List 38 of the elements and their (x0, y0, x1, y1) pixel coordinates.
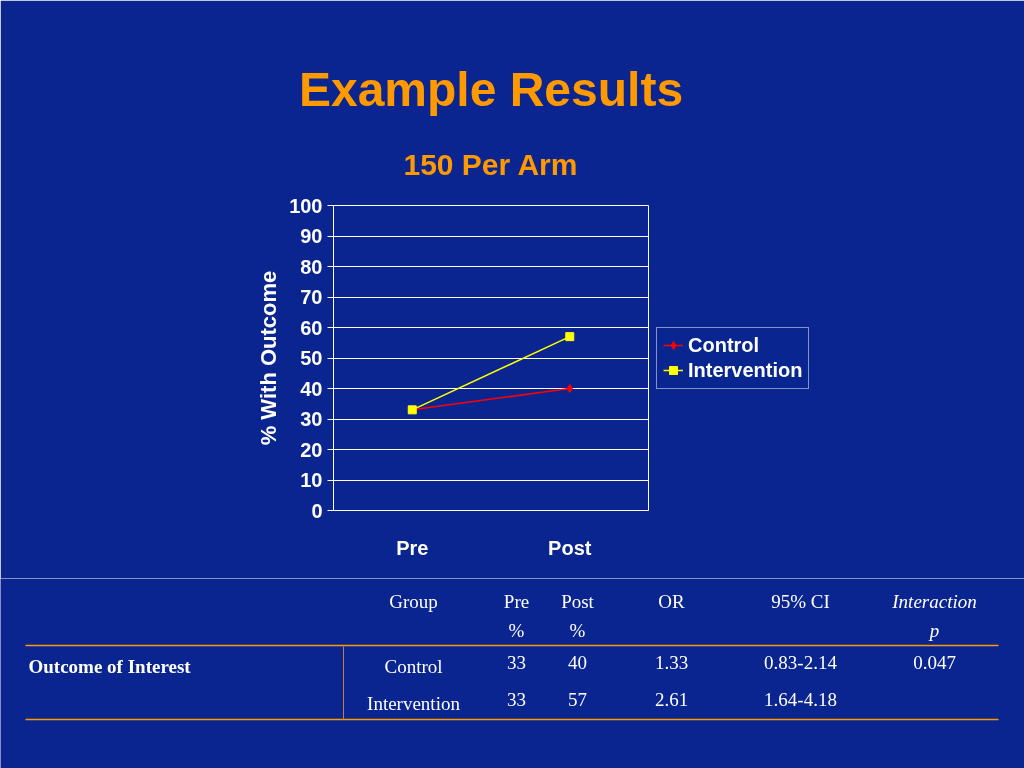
text: Intervention (367, 692, 461, 714)
text: 0.83-2.14 (764, 651, 838, 673)
point (566, 384, 573, 393)
text: Post % (561, 590, 595, 641)
text: OR (658, 590, 686, 612)
text: 33 (507, 688, 526, 710)
x-tick-label: Pre (396, 536, 429, 559)
x-tick-label: Post (548, 536, 592, 559)
y-tick-label: 70 (300, 286, 323, 308)
y-tick-label: 50 (300, 347, 323, 369)
y-tick-label: 100 (289, 194, 323, 217)
text: 40 (568, 651, 587, 673)
chart-subtitle: 150 Per Arm (403, 147, 578, 181)
text: 0.047 (913, 651, 956, 673)
text: 95% CI (771, 590, 830, 612)
text: Control (384, 655, 443, 677)
y-tick-label: 90 (300, 225, 323, 247)
y-tick-label: 0 (311, 499, 323, 522)
y-tick-label: 80 (300, 255, 323, 278)
legend-label: Intervention (688, 358, 803, 382)
y-tick-label: 10 (300, 469, 323, 491)
y-axis-title: % With Outcome (256, 270, 282, 446)
text: Group (389, 590, 438, 612)
point (565, 332, 575, 342)
y-tick-label: 30 (300, 408, 323, 430)
text: 2.61 (654, 688, 689, 710)
text: Interaction p (891, 590, 977, 641)
text: 33 (507, 651, 526, 673)
text: 1.64-4.18 (764, 688, 837, 710)
legend-label: Control (688, 333, 760, 357)
text: Pre % (503, 590, 530, 641)
y-tick-label: 40 (300, 377, 323, 400)
y-tick-label: 20 (300, 438, 323, 461)
chart-title: Example Results (298, 62, 684, 116)
y-tick-label: 60 (300, 316, 323, 339)
text: 57 (568, 688, 587, 710)
text: Outcome of Interest (28, 655, 192, 677)
text: 1.33 (654, 651, 689, 673)
